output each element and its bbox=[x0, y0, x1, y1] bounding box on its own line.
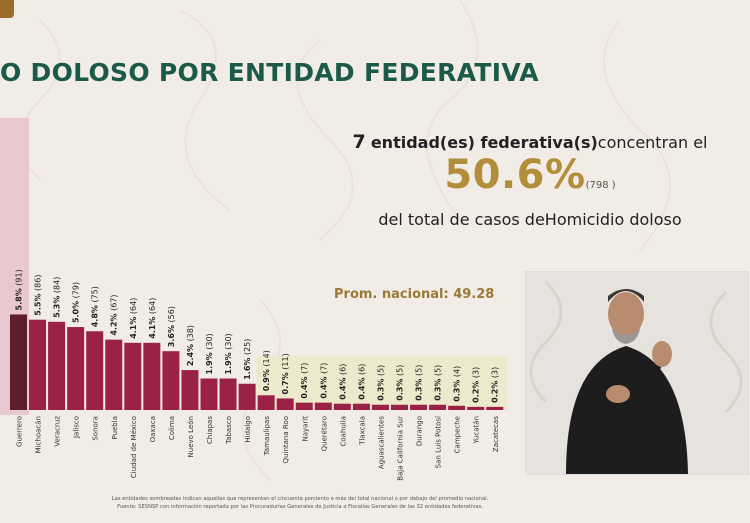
below-average-band bbox=[256, 355, 508, 410]
bar-Yucatán bbox=[467, 406, 485, 410]
bar-Oaxaca bbox=[143, 342, 161, 410]
bar-value-label: 0.4% (6) bbox=[338, 364, 347, 400]
category-label: Aguascalientes bbox=[377, 416, 385, 469]
category-label: Jalisco bbox=[73, 416, 81, 439]
category-label: Tlaxcala bbox=[358, 416, 366, 446]
category-label: Campeche bbox=[454, 416, 462, 453]
bar-Baja California Sur bbox=[391, 404, 408, 410]
category-label: Tamaulipas bbox=[263, 416, 271, 457]
bar-value-label: 0.4% (7) bbox=[300, 363, 309, 399]
bar-value-label: 3.6% (56) bbox=[167, 306, 176, 347]
bar-Michoacán bbox=[29, 319, 47, 410]
category-label: Coahuila bbox=[339, 416, 347, 447]
bar-Durango bbox=[410, 404, 428, 410]
category-label: Hidalgo bbox=[244, 416, 252, 443]
bar-Colima bbox=[162, 351, 180, 410]
category-label: Nayarit bbox=[301, 416, 309, 442]
category-label: Baja California Sur bbox=[397, 416, 405, 481]
bar-value-label: 2.4% (38) bbox=[186, 325, 195, 366]
sign-language-interpreter-video bbox=[525, 271, 749, 475]
bar-Guerrero bbox=[10, 314, 27, 410]
category-label: Quintana Roo bbox=[282, 416, 290, 463]
bar-Nayarit bbox=[295, 402, 313, 410]
bar-Tamaulipas bbox=[257, 395, 275, 410]
category-label: Puebla bbox=[111, 416, 119, 440]
category-label: Oaxaca bbox=[149, 416, 157, 442]
category-label: San Luis Potosí bbox=[435, 415, 443, 468]
footnote-2: Fuente: SESNSP con información reportada… bbox=[117, 504, 483, 510]
category-label: Zacatecas bbox=[492, 416, 500, 452]
bar-value-label: 1.6% (25) bbox=[243, 339, 252, 380]
page-title: O DOLOSO POR ENTIDAD FEDERATIVA bbox=[0, 58, 539, 87]
bar-Querétaro bbox=[314, 402, 332, 410]
bar-value-label: 4.1% (64) bbox=[148, 298, 157, 339]
bar-Tabasco bbox=[219, 378, 237, 410]
summary-percent-line: 50.6%(798 ) bbox=[300, 152, 750, 198]
bar-value-label: 0.4% (7) bbox=[319, 363, 328, 399]
logo-icon bbox=[0, 0, 14, 18]
bar-value-label: 0.3% (5) bbox=[396, 365, 405, 401]
bar-value-label: 0.3% (4) bbox=[453, 366, 462, 402]
interpreter-figure bbox=[526, 272, 748, 474]
bar-San Luis Potosí bbox=[429, 404, 447, 410]
bar-Veracruz bbox=[48, 321, 66, 410]
bar-Puebla bbox=[105, 339, 123, 410]
summary-concentrate: concentran el bbox=[597, 133, 708, 152]
bar-value-label: 0.9% (14) bbox=[262, 350, 271, 391]
footnote-1: Las entidades sombreadas indican aquella… bbox=[111, 496, 489, 502]
bar-value-label: 4.1% (64) bbox=[129, 298, 138, 339]
category-label: Veracruz bbox=[54, 416, 62, 447]
category-label: Guerrero bbox=[16, 416, 24, 447]
bar-Zacatecas bbox=[486, 406, 504, 410]
bar-value-label: 5.5% (86) bbox=[34, 275, 43, 316]
bar-value-label: 1.9% (30) bbox=[224, 333, 233, 374]
category-label: Chiapas bbox=[206, 416, 214, 444]
bar-Sonora bbox=[86, 331, 104, 410]
category-label: Nuevo León bbox=[187, 416, 195, 457]
bar-Nuevo León bbox=[181, 370, 199, 410]
bar-value-label: 0.3% (5) bbox=[434, 365, 443, 401]
bar-value-label: 4.8% (75) bbox=[91, 286, 100, 327]
summary-entities: entidad(es) federativa(s) bbox=[370, 133, 598, 152]
bar-Aguascalientes bbox=[371, 404, 389, 410]
bar-Hidalgo bbox=[238, 383, 256, 410]
category-label: Michoacán bbox=[35, 416, 43, 453]
national-average-label: Prom. nacional: 49.28 bbox=[334, 287, 495, 302]
bar-value-label: 5.0% (79) bbox=[72, 282, 81, 323]
summary-line-1: 7 entidad(es) federativa(s)concentran el bbox=[300, 131, 750, 153]
bar-value-label: 1.9% (30) bbox=[205, 333, 214, 374]
bar-value-label: 0.4% (6) bbox=[357, 364, 366, 400]
bar-value-label: 0.2% (3) bbox=[472, 367, 481, 403]
bar-value-label: 5.3% (84) bbox=[53, 277, 62, 318]
category-label: Colima bbox=[168, 416, 176, 440]
summary-count: 7 bbox=[352, 131, 366, 153]
bar-value-label: 5.8% (91) bbox=[15, 269, 24, 310]
bar-Ciudad de México bbox=[124, 342, 142, 410]
summary-line-3: del total de casos deHomicidio doloso bbox=[300, 210, 750, 229]
bar-value-label: 0.3% (5) bbox=[376, 365, 385, 401]
category-label: Durango bbox=[416, 416, 424, 446]
category-label: Yucatán bbox=[473, 416, 481, 445]
summary-percent: 50.6% bbox=[444, 152, 586, 198]
summary-cases: (798 ) bbox=[585, 180, 616, 191]
bar-value-label: 0.3% (5) bbox=[415, 365, 424, 401]
bar-Coahuila bbox=[333, 403, 351, 410]
category-label: Sonora bbox=[92, 416, 100, 441]
bar-Quintana Roo bbox=[276, 398, 294, 410]
category-label: Querétaro bbox=[320, 416, 328, 451]
bar-Tlaxcala bbox=[352, 403, 370, 410]
bar-value-label: 0.2% (3) bbox=[491, 367, 500, 403]
bar-Chiapas bbox=[200, 378, 218, 410]
summary-crime: Homicidio doloso bbox=[544, 210, 682, 229]
summary-total-text: del total de casos de bbox=[378, 210, 545, 229]
bar-Jalisco bbox=[67, 327, 85, 410]
category-label: Tabasco bbox=[225, 416, 233, 445]
bar-Campeche bbox=[448, 405, 466, 410]
bar-value-label: 0.7% (11) bbox=[281, 353, 290, 394]
category-label: Ciudad de México bbox=[130, 416, 138, 478]
bar-value-label: 4.2% (67) bbox=[110, 294, 119, 335]
